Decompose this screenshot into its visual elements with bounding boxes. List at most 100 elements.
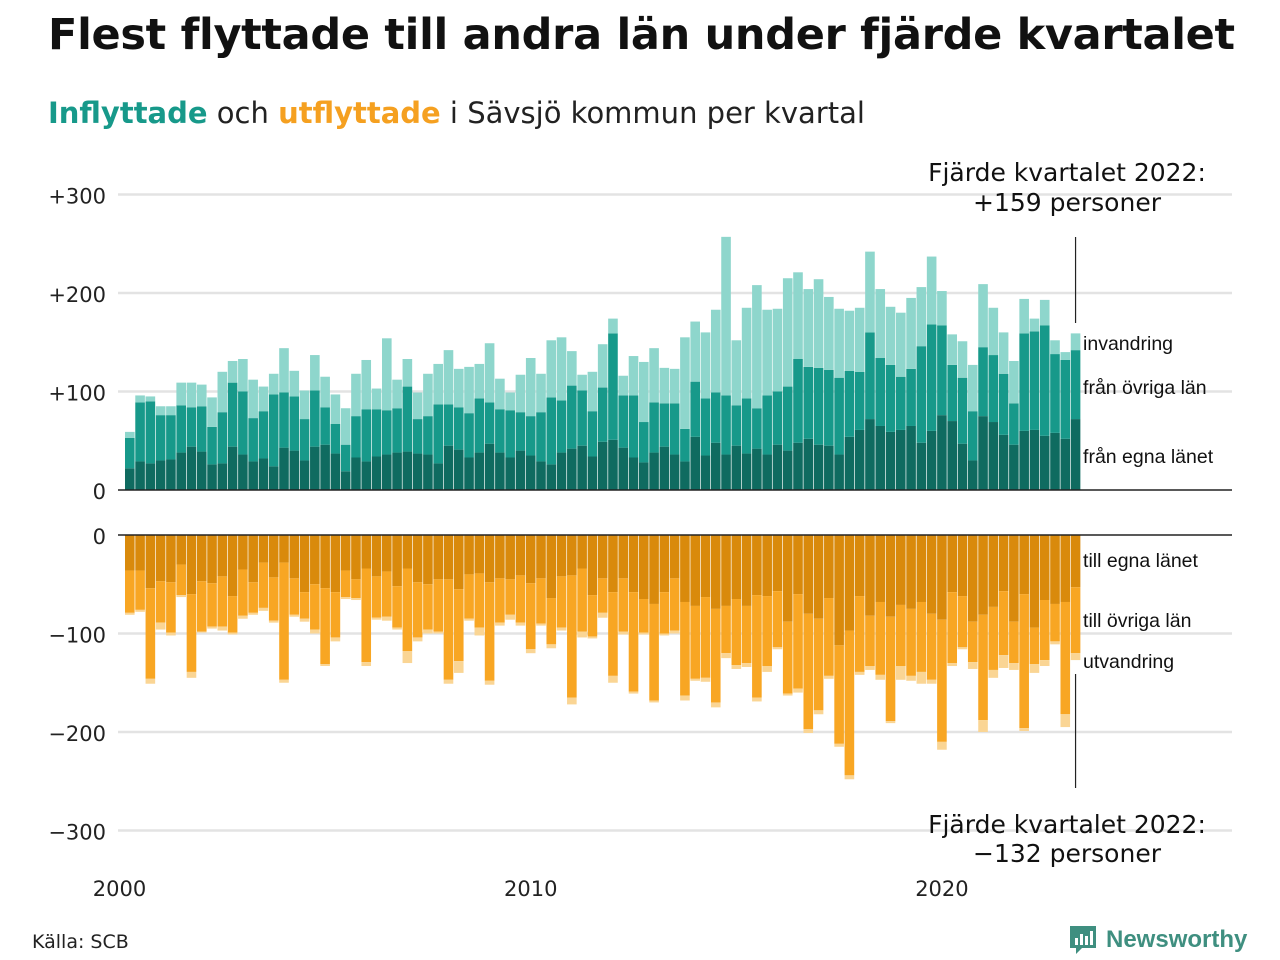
- bar-out-egna-lanet: [145, 535, 156, 589]
- chart-subtitle: Inflyttade och utflyttade i Sävsjö kommu…: [48, 96, 865, 130]
- bar-in-ovriga-lan: [1060, 359, 1071, 439]
- bar-in-egna-lanet: [567, 448, 577, 490]
- bar-out-utvandring: [433, 631, 443, 634]
- bar-out-utvandring: [978, 720, 988, 732]
- bar-in-egna-lanet: [937, 415, 947, 490]
- bar-in-ovriga-lan: [906, 368, 916, 426]
- bar-in-egna-lanet: [803, 438, 814, 490]
- bar-in-egna-lanet: [731, 445, 742, 490]
- bar-out-ovriga-lan: [937, 619, 947, 742]
- bar-in-invandring: [330, 394, 341, 424]
- bar-out-egna-lanet: [834, 535, 844, 646]
- bar-in-invandring: [453, 368, 464, 408]
- bar-in-ovriga-lan: [217, 412, 228, 464]
- bar-out-egna-lanet: [505, 535, 515, 580]
- bar-in-invandring: [382, 338, 392, 411]
- bar-out-utvandring: [289, 614, 300, 617]
- bar-in-ovriga-lan: [155, 415, 166, 461]
- bar-in-ovriga-lan: [998, 373, 1009, 435]
- bar-in-ovriga-lan: [1029, 331, 1040, 430]
- bar-out-ovriga-lan: [844, 630, 855, 776]
- bar-out-utvandring: [824, 675, 834, 679]
- bar-in-egna-lanet: [474, 452, 485, 490]
- bar-in-invandring: [320, 376, 330, 408]
- bar-in-ovriga-lan: [515, 412, 526, 451]
- bar-out-ovriga-lan: [155, 581, 166, 623]
- bar-in-egna-lanet: [844, 436, 855, 490]
- bar-in-ovriga-lan: [957, 377, 968, 444]
- bar-in-ovriga-lan: [546, 397, 557, 465]
- bar-out-utvandring: [1009, 663, 1019, 670]
- bar-in-invandring: [659, 367, 670, 404]
- bar-in-ovriga-lan: [947, 364, 957, 422]
- bar-out-ovriga-lan: [227, 596, 238, 633]
- bar-out-egna-lanet: [525, 535, 536, 584]
- bar-out-egna-lanet: [608, 535, 618, 593]
- bar-out-egna-lanet: [659, 535, 670, 593]
- bar-in-ovriga-lan: [330, 424, 341, 454]
- bar-in-egna-lanet: [433, 463, 443, 490]
- bar-in-ovriga-lan: [1070, 350, 1081, 420]
- bar-out-utvandring: [340, 597, 351, 600]
- bar-out-utvandring: [803, 729, 814, 733]
- bar-out-ovriga-lan: [166, 582, 176, 633]
- bar-in-ovriga-lan: [731, 405, 742, 446]
- bar-out-utvandring: [1050, 641, 1060, 645]
- bar-in-invandring: [1039, 299, 1050, 326]
- bar-out-utvandring: [145, 678, 156, 684]
- bar-out-ovriga-lan: [412, 582, 423, 638]
- bar-out-egna-lanet: [340, 535, 351, 571]
- label-fran-egna-lanet: från egna länet: [1083, 446, 1214, 468]
- bar-in-egna-lanet: [926, 430, 937, 490]
- bar-out-utvandring: [690, 678, 700, 681]
- bar-in-egna-lanet: [978, 416, 988, 491]
- bar-out-ovriga-lan: [1029, 627, 1040, 665]
- bar-out-egna-lanet: [536, 535, 546, 579]
- bar-in-ovriga-lan: [834, 377, 844, 455]
- bar-in-ovriga-lan: [669, 403, 680, 455]
- bar-in-ovriga-lan: [443, 404, 454, 446]
- bar-out-ovriga-lan: [453, 589, 464, 662]
- bar-in-invandring: [741, 307, 752, 399]
- bar-out-egna-lanet: [299, 535, 310, 593]
- bar-in-ovriga-lan: [412, 419, 423, 454]
- bar-out-egna-lanet: [937, 535, 947, 620]
- bar-in-egna-lanet: [824, 445, 834, 490]
- bar-in-ovriga-lan: [741, 398, 752, 454]
- bar-out-ovriga-lan: [330, 592, 341, 638]
- bar-in-egna-lanet: [310, 446, 320, 490]
- bar-out-egna-lanet: [166, 535, 176, 583]
- bar-out-egna-lanet: [772, 535, 783, 592]
- bar-in-invandring: [1029, 318, 1040, 332]
- bar-out-utvandring: [926, 679, 937, 684]
- bar-in-invandring: [875, 289, 886, 359]
- bar-in-egna-lanet: [782, 450, 793, 490]
- bar-out-ovriga-lan: [710, 608, 721, 703]
- x-tick-label: 2010: [504, 877, 557, 901]
- bar-out-ovriga-lan: [700, 597, 711, 678]
- bar-in-ovriga-lan: [813, 367, 824, 445]
- bar-out-egna-lanet: [556, 535, 567, 577]
- bar-in-invandring: [186, 382, 197, 408]
- y-tick-label-top: 0: [93, 480, 106, 504]
- bar-out-ovriga-lan: [279, 562, 289, 680]
- bar-in-ovriga-lan: [896, 376, 906, 430]
- bar-out-egna-lanet: [762, 535, 772, 597]
- bar-in-ovriga-lan: [978, 347, 988, 417]
- bar-out-egna-lanet: [680, 535, 690, 602]
- bar-in-egna-lanet: [402, 451, 413, 490]
- bar-out-ovriga-lan: [299, 592, 310, 619]
- bar-out-ovriga-lan: [402, 568, 413, 652]
- label-utvandring: utvandring: [1083, 651, 1174, 673]
- bar-out-utvandring: [1039, 660, 1050, 667]
- bar-in-invandring: [1050, 340, 1060, 355]
- bar-out-ovriga-lan: [906, 608, 916, 676]
- bar-out-utvandring: [412, 637, 423, 642]
- bar-out-egna-lanet: [1050, 535, 1060, 604]
- bar-out-utvandring: [587, 636, 598, 639]
- bar-in-egna-lanet: [248, 461, 258, 490]
- bar-out-utvandring: [166, 632, 176, 636]
- bar-in-invandring: [546, 340, 557, 398]
- bar-in-ovriga-lan: [248, 418, 258, 462]
- bar-out-utvandring: [865, 666, 875, 670]
